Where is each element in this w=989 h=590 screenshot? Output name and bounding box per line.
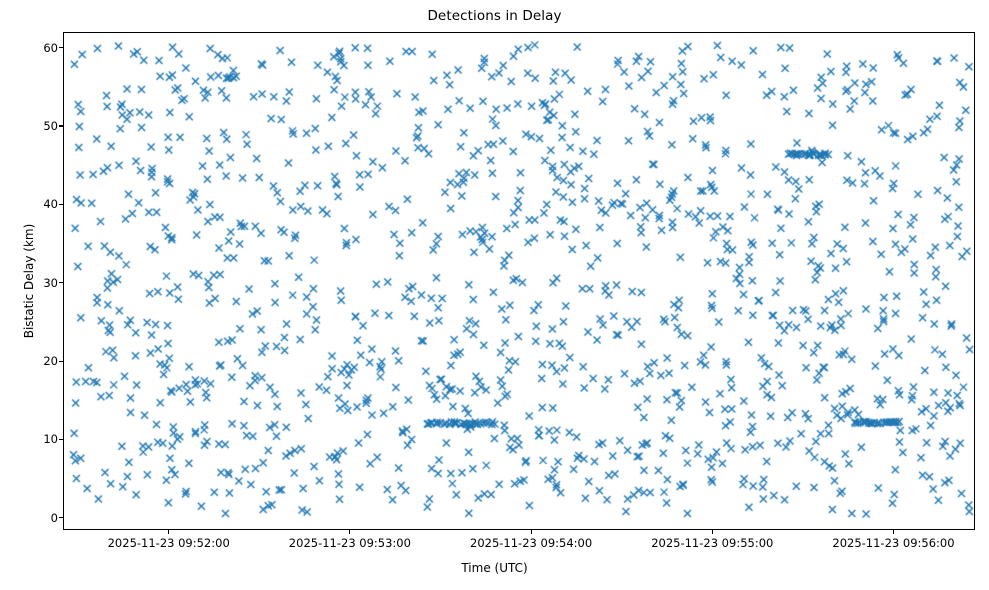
x-tick-label: 2025-11-23 09:53:00 [288, 536, 411, 550]
y-tick-label: 60 [43, 40, 58, 55]
x-tick-label: 2025-11-23 09:55:00 [651, 536, 774, 550]
x-tick-mark [168, 530, 170, 534]
y-tick-mark [59, 438, 63, 441]
x-tick-mark [711, 530, 713, 534]
y-tick-label: 30 [43, 275, 58, 290]
y-tick-mark [59, 517, 63, 519]
x-tick-mark [892, 530, 894, 534]
x-tick-label: 2025-11-23 09:54:00 [470, 536, 593, 550]
y-tick-mark [59, 125, 63, 127]
x-tick-mark [530, 530, 532, 534]
x-axis-label: Time (UTC) [461, 561, 528, 575]
scatter-plot-canvas [64, 33, 974, 529]
y-tick-mark [59, 360, 63, 362]
y-tick-mark [59, 47, 63, 49]
x-tick-mark [349, 530, 351, 534]
plot-area [63, 32, 975, 530]
y-tick-label: 20 [43, 354, 58, 369]
y-tick-label: 40 [43, 197, 58, 212]
y-tick-label: 50 [43, 119, 58, 134]
x-tick-label: 2025-11-23 09:56:00 [832, 536, 955, 550]
y-tick-label: 0 [50, 510, 58, 525]
y-tick-mark [59, 282, 63, 284]
y-tick-mark [59, 203, 63, 205]
x-tick-label: 2025-11-23 09:52:00 [107, 536, 230, 550]
y-tick-label: 10 [43, 432, 58, 447]
y-axis-label: Bistatic Delay (km) [22, 223, 36, 339]
chart-title: Detections in Delay [427, 8, 562, 24]
